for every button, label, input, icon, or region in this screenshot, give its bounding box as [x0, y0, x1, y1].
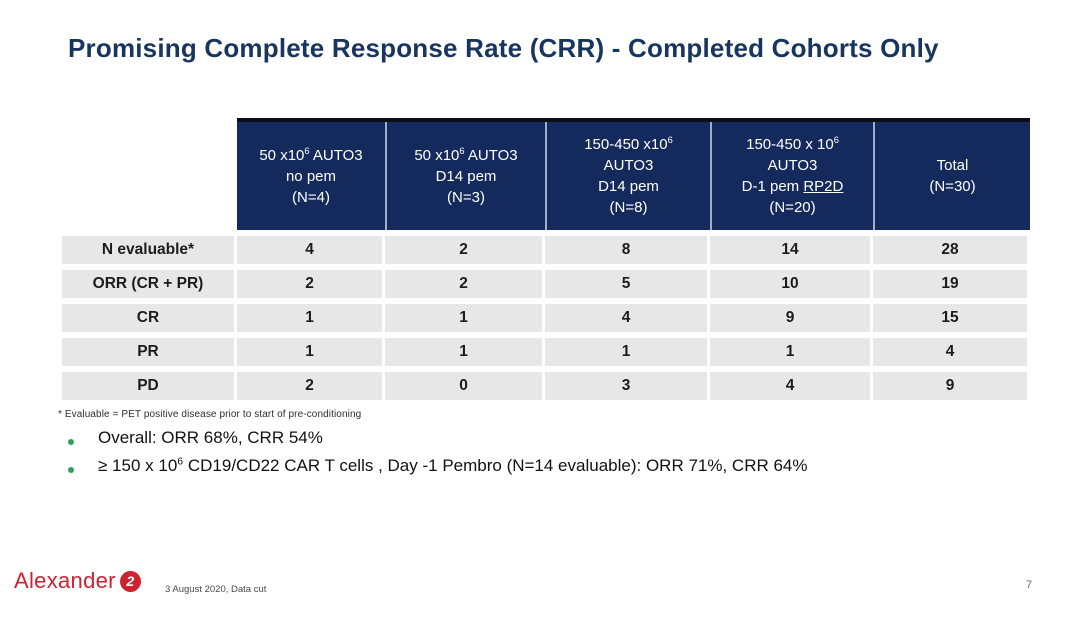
table-cell: 2 [237, 270, 382, 298]
footnote: * Evaluable = PET positive disease prior… [58, 409, 362, 420]
bullet-dot-icon [68, 439, 74, 445]
header-line: (N=8) [609, 199, 648, 216]
row-label: PR [62, 338, 234, 366]
table-cell: 10 [710, 270, 870, 298]
bullet-dot-icon [68, 467, 74, 473]
slide-title: Promising Complete Response Rate (CRR) -… [68, 33, 939, 63]
table-cell: 1 [545, 338, 707, 366]
table-cell: 2 [385, 270, 542, 298]
column-header-2: 150-450 x106 AUTO3 D14 pem (N=8) [545, 122, 710, 230]
table-cell: 0 [385, 372, 542, 400]
header-line: no pem [285, 167, 337, 185]
table-cell: 2 [385, 236, 542, 264]
table-row-0: N evaluable* 4 2 8 14 28 [62, 236, 1030, 264]
page-number: 7 [1026, 579, 1033, 591]
header-line: Total [936, 157, 969, 174]
header-line: (N=20) [769, 199, 816, 216]
row-label: CR [62, 304, 234, 332]
table-cell: 9 [873, 372, 1027, 400]
header-line: 50 x106 AUTO3 [414, 145, 518, 164]
header-line: 150-450 x106 [584, 135, 673, 153]
table-cell: 2 [237, 372, 382, 400]
table-cell: 8 [545, 236, 707, 264]
table-cell: 5 [545, 270, 707, 298]
date-note: 3 August 2020, Data cut [165, 584, 267, 595]
bullet-item-0: Overall: ORR 68%, CRR 54% [68, 428, 808, 456]
table-body: N evaluable* 4 2 8 14 28 ORR (CR + PR) 2 2 5 10 19 C… [62, 236, 1030, 400]
header-line: (N=3) [447, 188, 485, 206]
table-cell: 4 [237, 236, 382, 264]
table-row-3: PR 1 1 1 1 4 [62, 338, 1030, 366]
logo-text: Alexander [14, 568, 116, 593]
table-cell: 28 [873, 236, 1027, 264]
bullet-text: Overall: ORR 68%, CRR 54% [98, 428, 323, 447]
table-cell: 9 [710, 304, 870, 332]
table-cell: 3 [545, 372, 707, 400]
table-cell: 1 [237, 338, 382, 366]
row-label: N evaluable* [62, 236, 234, 264]
table-header-row: 50 x106 AUTO3 no pem (N=4) 50 x106 AUTO3 D14… [237, 118, 1030, 230]
table-cell: 14 [710, 236, 870, 264]
logo-circle-icon: 2 [119, 570, 141, 592]
header-line: 50 x106 AUTO3 [259, 145, 363, 164]
bullet-text: ≥ 150 x 106 CD19/CD22 CAR T cells , Day … [98, 455, 808, 475]
table-row-1: ORR (CR + PR) 2 2 5 10 19 [62, 270, 1030, 298]
table-row-2: CR 1 1 4 9 15 [62, 304, 1030, 332]
header-line: AUTO3 [767, 157, 818, 174]
row-label: PD [62, 372, 234, 400]
logo: Alexander 2 [14, 568, 141, 594]
header-line: D-1 pem RP2D [741, 178, 844, 195]
bullet-list: Overall: ORR 68%, CRR 54% ≥ 150 x 106 CD1… [68, 428, 808, 484]
header-line: (N=30) [929, 178, 976, 195]
table-cell: 4 [545, 304, 707, 332]
table-cell: 4 [710, 372, 870, 400]
row-label: ORR (CR + PR) [62, 270, 234, 298]
table-cell: 19 [873, 270, 1027, 298]
header-line: AUTO3 [603, 157, 654, 174]
table-cell: 1 [710, 338, 870, 366]
header-line: 150-450 x 106 [746, 135, 839, 153]
table-cell: 1 [385, 338, 542, 366]
table-cell: 15 [873, 304, 1027, 332]
column-header-1: 50 x106 AUTO3 D14 pem (N=3) [385, 122, 545, 230]
table-cell: 4 [873, 338, 1027, 366]
header-line: D14 pem [598, 178, 659, 195]
column-header-0: 50 x106 AUTO3 no pem (N=4) [237, 122, 385, 230]
column-header-3: 150-450 x 106 AUTO3 D-1 pem RP2D (N=20) [710, 122, 873, 230]
header-line: (N=4) [292, 188, 330, 206]
header-line: D14 pem [435, 167, 497, 185]
table-row-4: PD 2 0 3 4 9 [62, 372, 1030, 400]
column-header-4: Total (N=30) [873, 122, 1030, 230]
table-cell: 1 [237, 304, 382, 332]
table-cell: 1 [385, 304, 542, 332]
bullet-item-1: ≥ 150 x 106 CD19/CD22 CAR T cells , Day … [68, 456, 808, 484]
